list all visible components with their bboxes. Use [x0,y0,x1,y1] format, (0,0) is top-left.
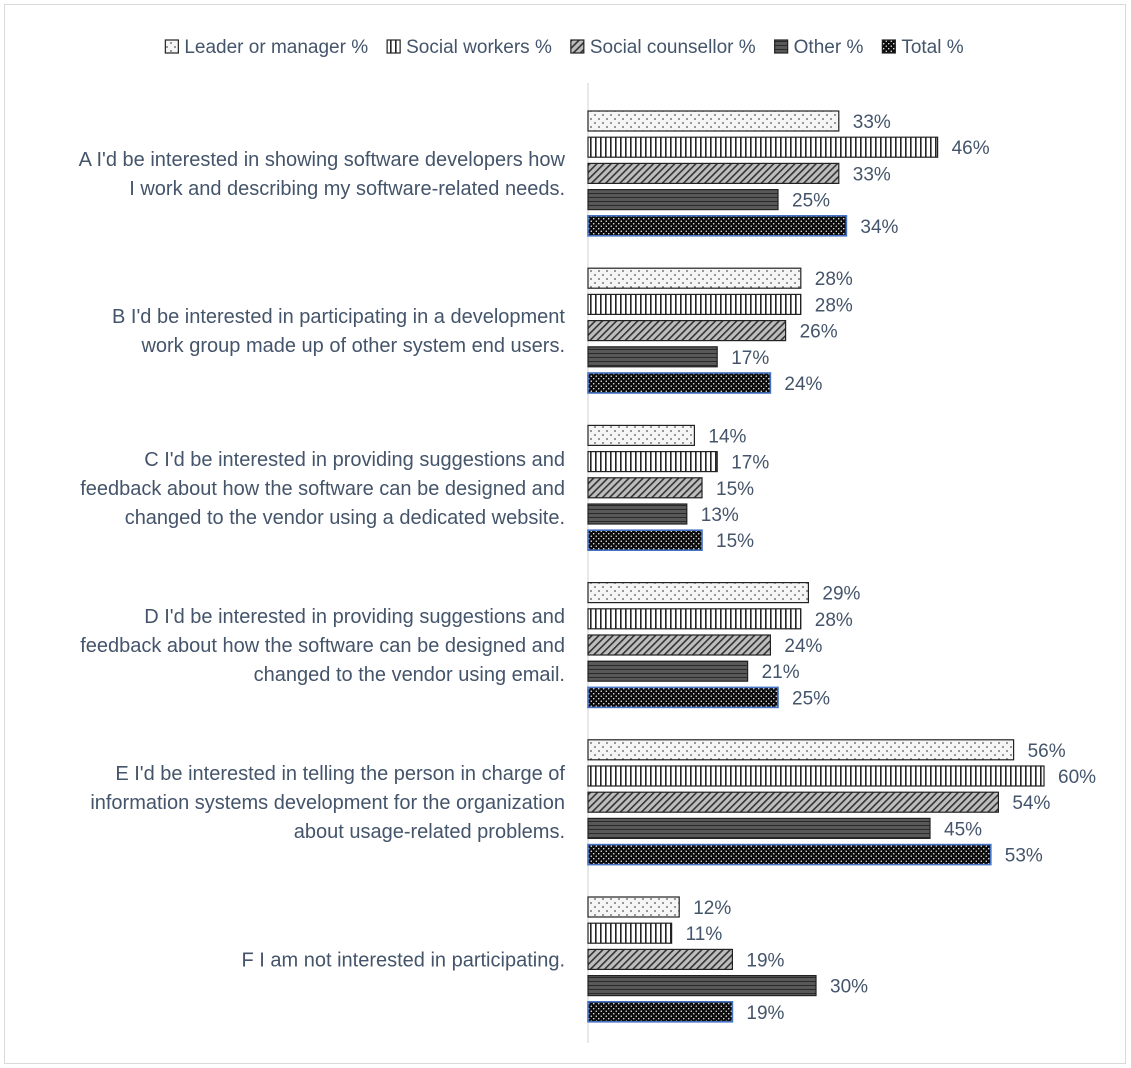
data-label-f-social-counsellor: 19% [746,950,784,971]
legend-label-total: Total % [901,37,963,58]
legend-swatch-total [881,39,896,54]
data-label-f-other: 30% [830,977,868,998]
category-label-e-line-3: about usage-related problems. [294,821,565,843]
bar-f-leader-or-manager [587,896,680,918]
data-label-b-other: 17% [731,348,769,369]
bar-c-other [587,503,688,525]
bar-a-other [587,189,779,211]
data-label-f-social-workers: 11% [686,924,723,945]
data-label-e-other: 45% [944,819,982,840]
legend-label-social-workers: Social workers % [406,37,552,58]
data-label-b-social-workers: 28% [815,295,853,316]
data-label-e-social-counsellor: 54% [1012,793,1050,814]
data-label-a-leader-or-manager: 33% [853,112,891,133]
bar-e-total [587,843,992,866]
data-label-a-social-workers: 46% [952,138,990,159]
bar-e-leader-or-manager [587,739,1015,761]
bar-b-social-counsellor [587,320,787,342]
chart-legend: Leader or manager % Social workers % Socia… [164,37,964,58]
bar-f-total [587,1000,734,1023]
data-label-f-leader-or-manager: 12% [693,898,731,919]
bar-series: 33% 28% 14% 29% 56% 12% 46% 28% 17% 28% 60% 11% 33% 2… [587,110,1096,1024]
bar-c-total [587,529,703,552]
data-label-c-other: 13% [701,505,739,526]
bar-f-social-workers [587,922,673,944]
category-label-b-line-2: work group made up of other system end u… [140,335,565,357]
bar-a-leader-or-manager [587,110,840,132]
bar-c-social-workers [587,451,718,473]
chart-frame: Leader or manager % Social workers % Socia… [4,4,1126,1064]
data-label-e-leader-or-manager: 56% [1028,741,1066,762]
legend-swatch-leader-or-manager [164,39,179,54]
bar-a-social-workers [587,136,939,158]
category-label-c-line-3: changed to the vendor using a dedicated … [125,507,565,529]
bar-a-total [587,215,848,237]
category-label-f-line-1: F I am not interested in participating. [242,949,566,971]
bar-d-leader-or-manager [587,581,809,604]
legend-swatch-social-workers [386,39,401,54]
category-label-b-line-1: B I'd be interested in participating in … [112,306,565,328]
data-label-d-leader-or-manager: 29% [822,584,860,605]
bar-e-social-counsellor [587,791,999,813]
category-label-c-line-1: C I'd be interested in providing suggest… [144,449,565,471]
bar-d-other [587,660,749,682]
bar-f-social-counsellor [587,948,733,971]
data-label-d-total: 25% [792,688,830,709]
data-label-d-social-workers: 28% [815,610,853,631]
data-label-b-leader-or-manager: 28% [815,269,853,290]
category-label-a-line-2: I work and describing my software-relate… [129,178,565,200]
data-label-b-social-counsellor: 26% [800,322,838,343]
legend-swatch-other [774,39,789,54]
legend-label-social-counsellor: Social counsellor % [590,37,756,58]
category-label-e-line-2: information systems development for the … [90,792,565,814]
bar-b-leader-or-manager [587,267,802,289]
bar-d-total [587,686,779,709]
data-label-c-leader-or-manager: 14% [708,426,746,447]
data-label-d-other: 21% [762,662,800,683]
bar-e-other [587,817,931,840]
category-label-d-line-3: changed to the vendor using email. [254,664,565,686]
bar-d-social-workers [587,608,802,630]
data-label-c-total: 15% [716,531,754,552]
data-label-c-social-counsellor: 15% [716,479,754,500]
data-label-a-total: 34% [860,217,898,238]
category-label-a-line-1: A I'd be interested in showing software … [79,149,566,171]
category-label-d-line-2: feedback about how the software can be d… [80,635,565,657]
data-label-d-social-counsellor: 24% [784,636,822,657]
legend-label-other: Other % [794,37,864,58]
data-label-c-social-workers: 17% [731,453,769,474]
category-label-d-line-1: D I'd be interested in providing suggest… [144,606,565,628]
bar-c-leader-or-manager [587,424,696,446]
legend-swatch-social-counsellor [570,39,585,54]
data-label-a-social-counsellor: 33% [853,164,891,185]
bar-b-other [587,346,718,368]
bar-c-social-counsellor [587,477,703,499]
data-label-e-social-workers: 60% [1058,767,1096,788]
category-labels: A I'd be interested in showing software … [79,149,566,972]
bar-b-social-workers [587,293,802,315]
bar-d-social-counsellor [587,634,771,656]
bar-f-other [587,974,817,997]
bar-chart: Leader or manager % Social workers % Socia… [79,37,1096,1043]
bar-b-total [587,372,772,394]
bar-a-social-counsellor [587,162,840,184]
category-label-c-line-2: feedback about how the software can be d… [80,478,565,500]
bar-e-social-workers [587,765,1045,787]
legend-label-leader-or-manager: Leader or manager % [184,37,368,58]
data-label-e-total: 53% [1005,846,1043,867]
data-label-f-total: 19% [746,1003,784,1024]
data-label-b-total: 24% [784,374,822,395]
data-label-a-other: 25% [792,191,830,212]
category-label-e-line-1: E I'd be interested in telling the perso… [115,763,565,785]
